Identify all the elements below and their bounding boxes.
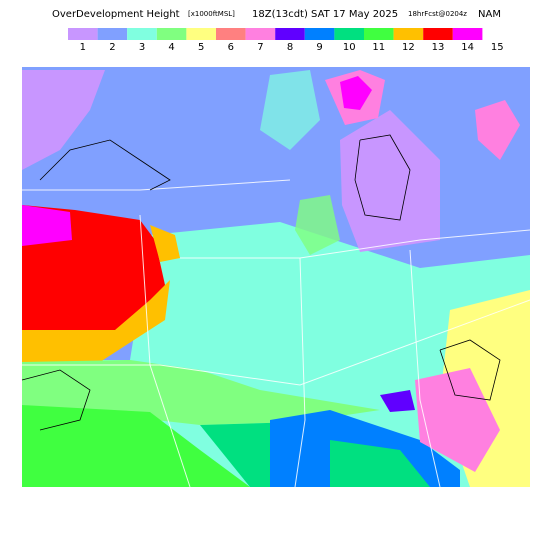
legend-swatch xyxy=(127,28,157,40)
legend-label: 3 xyxy=(139,42,145,53)
region xyxy=(22,405,250,487)
legend-swatch xyxy=(97,28,128,40)
region xyxy=(340,76,372,110)
contour xyxy=(439,339,501,401)
state-line xyxy=(22,299,531,386)
region xyxy=(150,225,180,262)
legend-swatch xyxy=(68,28,98,40)
region xyxy=(330,440,430,487)
legend-swatch xyxy=(334,28,364,40)
state-line xyxy=(409,249,441,488)
legend-label: 8 xyxy=(287,42,293,53)
state-line xyxy=(139,214,191,488)
legend-label: 5 xyxy=(198,42,204,53)
state-line xyxy=(294,257,306,488)
state-line xyxy=(22,179,291,191)
forecast: 18hrFcst@0204z xyxy=(408,10,467,18)
legend-label: 2 xyxy=(109,42,115,53)
units: [x1000ftMSL] xyxy=(188,10,235,18)
legend-label: 9 xyxy=(316,42,322,53)
region xyxy=(260,70,320,150)
legend-label: 15 xyxy=(491,42,504,53)
legend-label: 11 xyxy=(372,42,385,53)
legend-label: 14 xyxy=(461,42,474,53)
contour xyxy=(21,369,91,431)
title: OverDevelopment Height xyxy=(52,9,180,20)
region xyxy=(22,280,170,362)
contour xyxy=(354,134,411,221)
region xyxy=(22,70,105,170)
valid-time: 18Z(13cdt) SAT 17 May 2025 xyxy=(252,9,398,20)
region xyxy=(380,390,415,412)
legend-swatch xyxy=(245,28,276,40)
legend-swatch xyxy=(216,28,246,40)
legend-swatch xyxy=(275,28,305,40)
region xyxy=(415,368,500,472)
region xyxy=(22,205,72,246)
legend-label: 13 xyxy=(432,42,445,53)
legend-swatch xyxy=(393,28,424,40)
region xyxy=(340,110,440,252)
map xyxy=(21,67,531,488)
legend-swatch xyxy=(364,28,394,40)
legend-label: 6 xyxy=(228,42,234,53)
legend-label: 12 xyxy=(402,42,415,53)
region xyxy=(295,195,340,255)
model: NAM xyxy=(478,9,501,20)
legend-label: 4 xyxy=(168,42,174,53)
legend-label: 7 xyxy=(257,42,263,53)
state-line xyxy=(180,229,531,259)
legend-label: 1 xyxy=(80,42,86,53)
region xyxy=(475,100,520,160)
legend-label: 10 xyxy=(343,42,356,53)
legend: 1 2 3 4 5 6 7 8 9 10 11 12 13 14 15 xyxy=(68,28,504,53)
legend-swatch xyxy=(186,28,216,40)
legend-swatch xyxy=(423,28,453,40)
legend-swatch xyxy=(156,28,187,40)
contour xyxy=(39,139,171,191)
legend-swatch xyxy=(452,28,483,40)
region xyxy=(22,360,380,425)
legend-swatch xyxy=(304,28,335,40)
